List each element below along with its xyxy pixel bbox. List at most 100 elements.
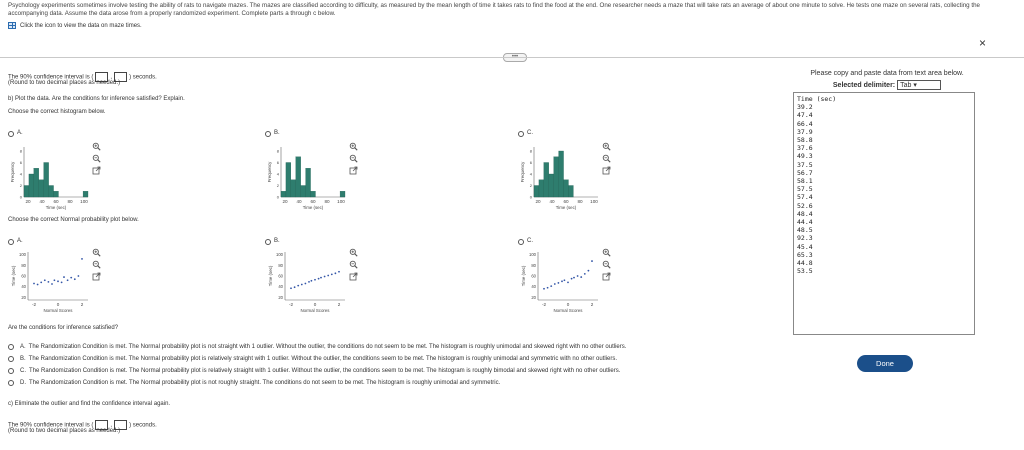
radio-conditions-d[interactable] [8, 380, 14, 386]
part-a-line: The 90% confidence interval is (,) secon… [8, 72, 157, 82]
radio-npp-b[interactable] [265, 239, 271, 245]
zoom-out-icon[interactable] [602, 154, 611, 163]
zoom-in-icon[interactable] [92, 248, 101, 257]
npp-y-tick: 20 [278, 295, 283, 300]
part-c-suffix: ) seconds. [129, 422, 157, 429]
histogram-bar [33, 168, 39, 198]
expand-icon[interactable] [92, 166, 101, 175]
npp-point [57, 280, 59, 283]
zoom-out-icon[interactable] [349, 260, 358, 269]
histogram-bar [543, 162, 549, 198]
data-icon-prompt[interactable]: Click the icon to view the data on maze … [8, 22, 142, 29]
npp-point [330, 273, 333, 276]
histogram-x-tick: 40 [549, 199, 555, 204]
histogram-y-tick: 4 [277, 172, 280, 177]
npp-point [310, 279, 313, 282]
npp-point [320, 276, 322, 279]
zoom-out-icon[interactable] [92, 154, 101, 163]
data-textarea[interactable]: Time (sec) 39.2 47.4 66.4 37.9 58.8 37.6… [793, 92, 975, 335]
conditions-option-a[interactable]: A. The Randomization Condition is met. T… [8, 343, 626, 350]
npp-point [40, 281, 43, 284]
radio-histogram-b[interactable] [265, 131, 271, 137]
zoom-in-icon[interactable] [349, 142, 358, 151]
histogram-option-a[interactable]: A. [8, 130, 23, 137]
histogram-bar [300, 185, 306, 198]
radio-conditions-a[interactable] [8, 344, 14, 350]
radio-histogram-a[interactable] [8, 131, 14, 137]
part-a-suffix: ) seconds. [129, 74, 157, 81]
expand-icon[interactable] [602, 166, 611, 175]
zoom-out-icon[interactable] [349, 154, 358, 163]
expand-icon[interactable] [349, 272, 358, 281]
npp-point [60, 281, 63, 284]
zoom-in-icon[interactable] [349, 248, 358, 257]
expand-icon[interactable] [349, 166, 358, 175]
part-a-lower-input[interactable] [95, 72, 109, 82]
part-b-question: b) Plot the data. Are the conditions for… [8, 96, 185, 102]
conditions-option-c[interactable]: C. The Randomization Condition is met. T… [8, 367, 620, 374]
npp-point [51, 283, 53, 285]
expand-icon[interactable] [92, 272, 101, 281]
part-c-question: c) Eliminate the outlier and find the co… [8, 401, 171, 407]
histogram-bar [38, 179, 44, 198]
part-c-lower-input[interactable] [95, 420, 109, 430]
radio-histogram-c[interactable] [518, 131, 524, 137]
npp-prompt: Choose the correct Normal probability pl… [8, 217, 139, 223]
conditions-c-letter: C. [20, 367, 26, 374]
close-icon[interactable]: × [979, 36, 987, 50]
histogram-y-tick: 6 [530, 160, 533, 165]
npp-y-label: Time (sec) [521, 265, 526, 286]
histogram-bar [563, 179, 569, 198]
npp-letter: B. [274, 238, 280, 244]
delimiter-row: Selected delimiter: Tab ▾ [792, 80, 982, 90]
histogram-option-b[interactable]: B. [265, 130, 280, 137]
conditions-option-b[interactable]: B. The Randomization Condition is met. T… [8, 355, 617, 362]
zoom-out-icon[interactable] [602, 260, 611, 269]
radio-npp-a[interactable] [8, 239, 14, 245]
histogram-y-label: Frequency [267, 161, 272, 183]
panel-instruction: Please copy and paste data from text are… [810, 70, 964, 77]
histogram-bar [48, 185, 54, 198]
npp-option-c[interactable]: C. [518, 238, 533, 245]
npp-point [546, 286, 549, 289]
radio-conditions-c[interactable] [8, 368, 14, 374]
conditions-option-d[interactable]: D. The Randomization Condition is met. T… [8, 379, 500, 386]
histogram-x-label: Time (sec) [556, 205, 577, 210]
histogram-x-tick: 80 [67, 199, 73, 204]
histogram-letter: A. [17, 130, 23, 136]
npp-point [293, 286, 296, 289]
npp-y-tick: 40 [278, 284, 283, 289]
npp-x-tick: 2 [591, 302, 594, 307]
histogram-x-label: Time (sec) [303, 205, 324, 210]
expand-icon[interactable] [602, 272, 611, 281]
zoom-out-icon[interactable] [92, 260, 101, 269]
histogram-bar [568, 185, 574, 198]
npp-point [297, 284, 300, 287]
histogram-bar [280, 191, 287, 198]
zoom-in-icon[interactable] [92, 142, 101, 151]
conditions-d-text: The Randomization Condition is met. The … [29, 379, 501, 386]
npp-point [576, 275, 579, 277]
radio-conditions-b[interactable] [8, 356, 14, 362]
npp-option-b[interactable]: B. [265, 238, 280, 245]
npp-y-tick: 80 [278, 263, 283, 268]
npp-point [563, 279, 566, 282]
histogram-x-tick: 20 [282, 199, 288, 204]
done-button[interactable]: Done [857, 355, 913, 372]
histogram-bar [538, 179, 544, 198]
histogram-bar [310, 191, 316, 198]
npp-option-a[interactable]: A. [8, 238, 23, 245]
delimiter-select[interactable]: Tab ▾ [897, 80, 942, 90]
zoom-in-icon[interactable] [602, 142, 611, 151]
radio-npp-c[interactable] [518, 239, 524, 245]
histogram-option-c[interactable]: C. [518, 130, 533, 137]
histogram-x-tick: 20 [535, 199, 541, 204]
zoom-in-icon[interactable] [602, 248, 611, 257]
npp-x-label: Normal Scores [553, 308, 583, 313]
histogram-y-tick: 2 [530, 183, 533, 188]
npp-point [550, 285, 553, 288]
part-a-upper-input[interactable] [114, 72, 128, 82]
data-table-icon[interactable] [8, 22, 16, 29]
histogram-y-label: Frequency [10, 161, 15, 183]
part-c-upper-input[interactable] [114, 420, 128, 430]
